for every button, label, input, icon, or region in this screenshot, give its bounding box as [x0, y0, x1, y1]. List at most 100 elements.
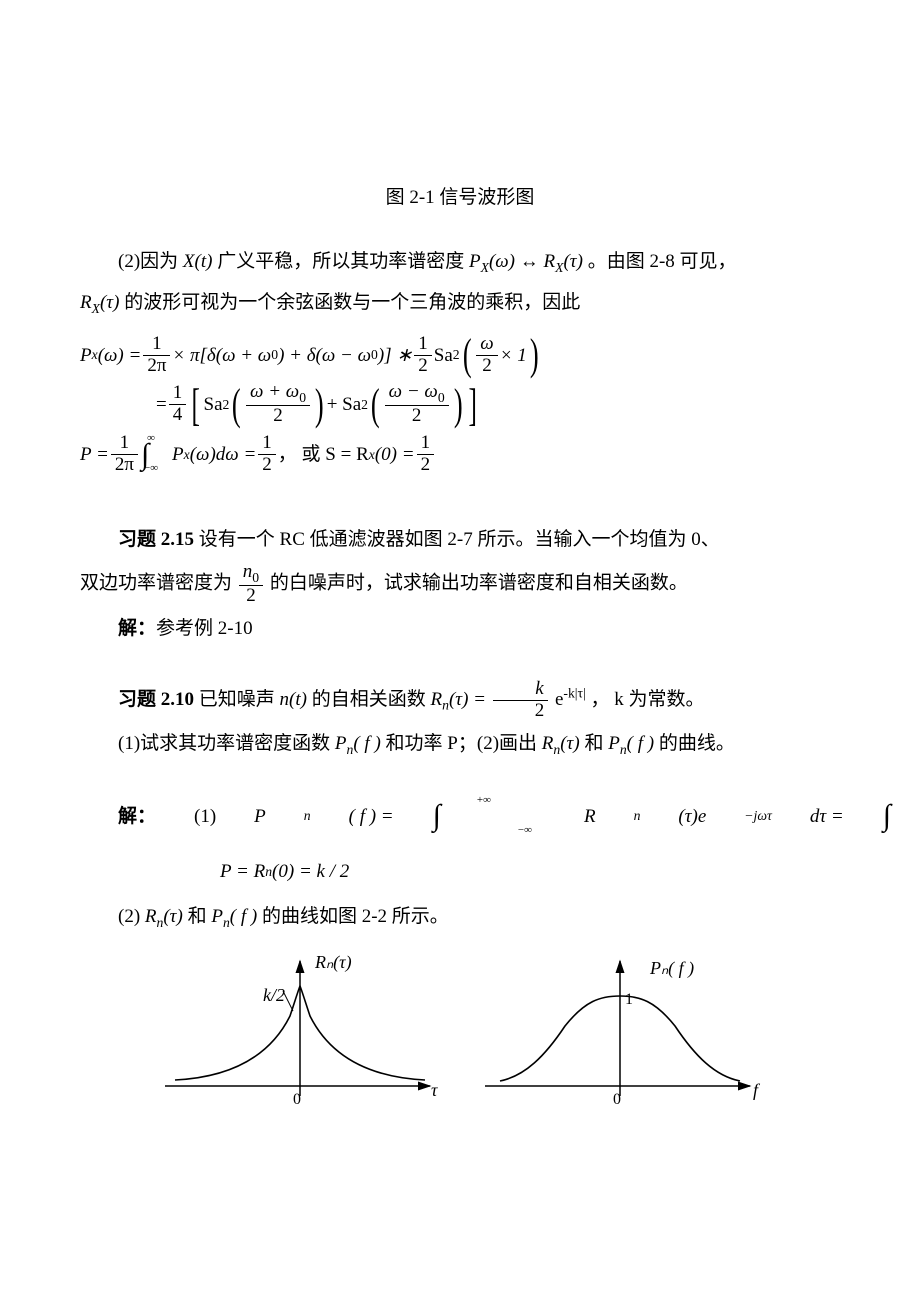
text: 参考例 2-10 — [156, 618, 253, 639]
den: 2π — [111, 455, 138, 476]
exercise-2-15: 习题 2.15 设有一个 RC 低通滤波器如图 2-7 所示。当输入一个均值为 … — [80, 522, 840, 558]
text: = — [156, 395, 167, 414]
t: n — [243, 561, 253, 582]
math: )] ∗ — [378, 346, 412, 365]
math: (0) = k / 2 — [272, 862, 349, 881]
lim: +∞ — [439, 795, 491, 806]
text: (1)试求其功率谱密度函数 — [118, 733, 335, 754]
t: ω − ω — [389, 381, 438, 402]
math: (ω) — [489, 251, 515, 272]
sub: 0 — [371, 348, 378, 362]
lim: ∞ — [147, 433, 155, 444]
plots-row: Rₙ(τ) k/2 0 τ Pₙ( f ) 1 0 f — [80, 946, 840, 1116]
math: (τ) = — [449, 689, 491, 710]
text: + Sa — [327, 395, 361, 414]
text: (1) — [156, 807, 216, 826]
math: (τ) — [563, 251, 582, 272]
text: 的自相关函数 — [312, 689, 431, 710]
num: n0 — [239, 562, 263, 586]
eq-row: P = Rn(0) = k / 2 — [80, 862, 840, 881]
eq-row: P = 12π ∫∞−∞ Px(ω)dω = 12 ， 或 S = Rx(0) … — [80, 433, 840, 476]
sup: 2 — [361, 398, 368, 412]
num: ω + ω0 — [246, 382, 310, 406]
num: k — [493, 679, 549, 701]
den: 2 — [414, 356, 432, 377]
t: ω + ω — [250, 381, 299, 402]
text: 的曲线如图 2-2 所示。 — [262, 906, 449, 927]
fraction: 12 — [414, 334, 432, 377]
math: (ω)dω = — [190, 445, 257, 464]
figure-caption: 图 2-1 信号波形图 — [80, 180, 840, 216]
text: (2) — [118, 906, 145, 927]
math: R — [542, 733, 554, 754]
num: ω — [476, 334, 497, 356]
num: 1 — [258, 433, 276, 455]
origin-label: 0 — [293, 1091, 301, 1108]
subscript: X — [481, 260, 489, 275]
math: P — [211, 906, 223, 927]
y-label: k/2 — [263, 985, 285, 1005]
text: 的波形可视为一个余弦函数与一个三角波的乘积，因此 — [124, 292, 580, 313]
text: 的白噪声时，试求输出功率谱密度和自相关函数。 — [270, 573, 688, 594]
math: R — [80, 292, 92, 313]
math: P = — [80, 445, 109, 464]
text: 双边功率谱密度为 — [80, 573, 232, 594]
num: 1 — [169, 383, 187, 405]
sub: n — [620, 741, 627, 756]
text: 和 — [584, 733, 608, 754]
math: P — [469, 251, 481, 272]
eq-row: 解： (1) Pn( f ) = ∫+∞−∞ Rn(τ)e−jωτ dτ = ∫… — [80, 790, 840, 841]
math: P = R — [220, 862, 265, 881]
sub: n — [596, 809, 641, 823]
page: 图 2-1 信号波形图 (2)因为 X(t) 广义平稳，所以其功率谱密度 PX(… — [0, 0, 920, 1176]
math: (ω) = — [98, 346, 142, 365]
math: ( f ) — [230, 906, 257, 927]
sup: −jωτ — [706, 809, 772, 823]
paragraph-3: RX(τ) 的波形可视为一个余弦函数与一个三角波的乘积，因此 — [80, 285, 840, 322]
math: ) + δ(ω − ω — [278, 346, 371, 365]
fraction: 14 — [169, 383, 187, 426]
math: (τ)e — [640, 807, 706, 826]
solution-1: 解： (1) Pn( f ) = ∫+∞−∞ Rn(τ)e−jωτ dτ = ∫… — [80, 790, 840, 880]
math: × π[δ(ω + ω — [172, 346, 271, 365]
sup: 2 — [223, 398, 230, 412]
lim: −∞ — [480, 825, 532, 836]
text: 的曲线。 — [659, 733, 735, 754]
math: P — [608, 733, 620, 754]
den: 2 — [246, 406, 310, 427]
den: 2 — [417, 455, 435, 476]
equation-block-1: Px(ω) = 12π × π[δ(ω + ω0) + δ(ω − ω0)] ∗… — [80, 334, 840, 476]
den: 2 — [385, 406, 449, 427]
math: ( f ) — [353, 733, 380, 754]
den: 2 — [493, 701, 549, 722]
y-label: 1 — [625, 991, 633, 1008]
num: 1 — [417, 433, 435, 455]
math: ( f ) = — [311, 807, 394, 826]
fraction: 12 — [258, 433, 276, 476]
den: 4 — [169, 405, 187, 426]
text: ， 或 S = R — [278, 445, 369, 464]
sub: n — [442, 697, 449, 712]
math: dτ = — [772, 807, 844, 826]
den: 2 — [258, 455, 276, 476]
exercise-2-10-q: (1)试求其功率谱密度函数 Pn( f ) 和功率 P；(2)画出 Rn(τ) … — [80, 726, 840, 763]
solution-label: 解： — [80, 807, 156, 826]
math: R — [430, 689, 442, 710]
paragraph-2: (2)因为 X(t) 广义平稳，所以其功率谱密度 PX(ω) ↔ RX(τ) 。… — [80, 244, 840, 281]
eq-row: = 14 [ Sa2 ( ω + ω02 ) + Sa2 ( ω − ω02 )… — [80, 382, 840, 427]
text: Sa — [434, 346, 453, 365]
fraction: n02 — [239, 562, 263, 607]
text: ↔ — [520, 251, 544, 272]
sub: n — [266, 809, 311, 823]
math: (τ) — [100, 292, 119, 313]
math: R — [546, 807, 596, 826]
sup: -k|τ| — [563, 685, 585, 700]
math: X(t) — [183, 251, 213, 272]
plot-pn-f: Pₙ( f ) 1 0 f — [475, 946, 765, 1116]
exercise-2-15-line2: 双边功率谱密度为 n02 的白噪声时，试求输出功率谱密度和自相关函数。 — [80, 562, 840, 607]
math: P — [335, 733, 347, 754]
math: (τ) — [163, 906, 182, 927]
math: (τ) — [560, 733, 579, 754]
den: 2 — [239, 586, 263, 607]
origin-label: 0 — [613, 1091, 621, 1108]
